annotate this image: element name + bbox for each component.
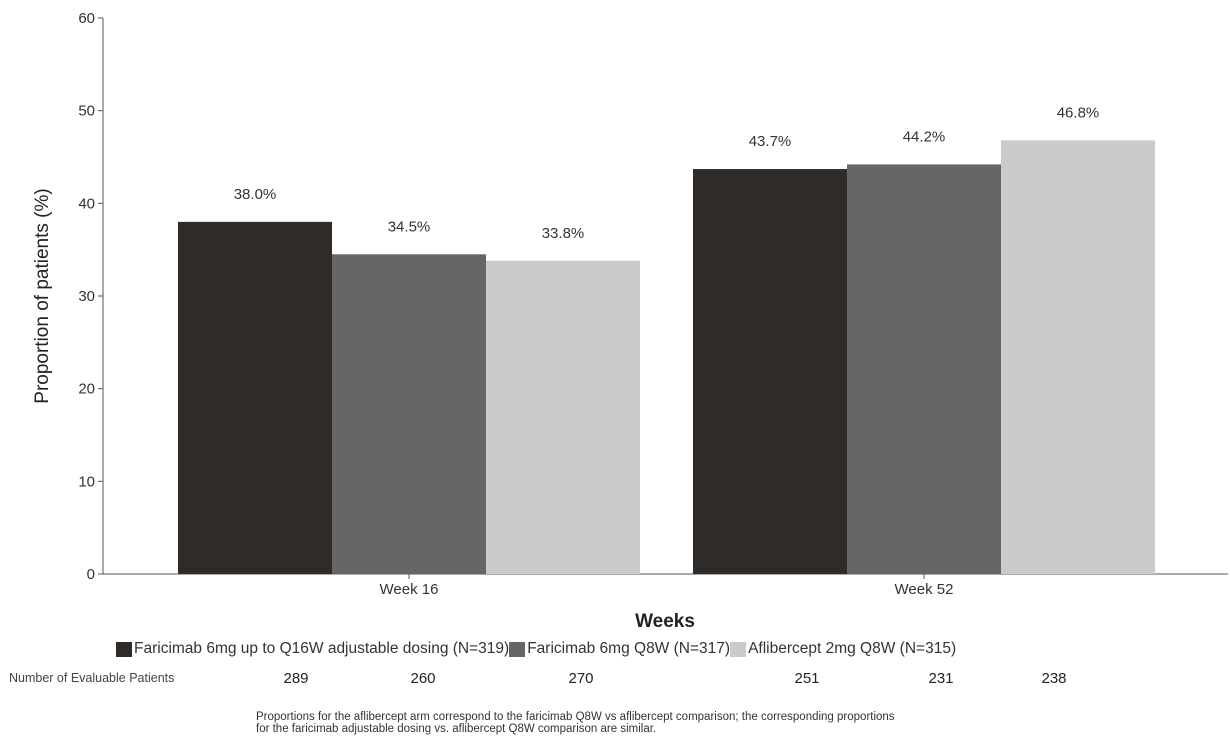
data-label: 44.2% <box>903 128 946 145</box>
data-label: 34.5% <box>388 218 431 235</box>
chart-legend: Faricimab 6mg up to Q16W adjustable dosi… <box>116 640 1230 658</box>
bar <box>1001 140 1155 574</box>
y-tick-label: 20 <box>78 381 95 398</box>
evaluable-patients-row: Number of Evaluable Patients 289 260 270… <box>0 670 1230 690</box>
chart-bars: 38.0% 34.5% 33.8% 43.7% 44.2% 46.8% <box>178 104 1155 575</box>
legend-swatch <box>730 641 747 657</box>
bar <box>178 221 332 574</box>
bar <box>332 254 486 575</box>
legend-item-aflibercept: Aflibercept 2mg Q8W (N=315) <box>730 640 956 658</box>
footnote: Proportions for the aflibercept arm corr… <box>256 711 1226 735</box>
footnote-line: for the faricimab adjustable dosing vs. … <box>256 723 657 735</box>
legend-label: Faricimab 6mg up to Q16W adjustable dosi… <box>134 640 510 657</box>
footnote-line: Proportions for the aflibercept arm corr… <box>256 711 895 723</box>
evaluable-count: 231 <box>928 670 954 687</box>
x-tick-label: Week 52 <box>895 581 954 598</box>
y-tick-label: 10 <box>78 473 95 490</box>
y-tick-label: 60 <box>78 10 95 27</box>
data-label: 33.8% <box>542 225 585 242</box>
x-axis-label: Weeks <box>635 611 695 632</box>
evaluable-count: 270 <box>568 670 594 687</box>
evaluable-count: 260 <box>410 670 436 687</box>
data-label: 38.0% <box>234 186 277 203</box>
bar-chart: 0 10 20 30 40 50 60 Week 16 Week 52 38.0% 34.5% 33… <box>32 10 1228 632</box>
legend-item-faricimab-q8w: Faricimab 6mg Q8W (N=317) <box>509 640 730 658</box>
data-label: 46.8% <box>1057 104 1100 121</box>
legend-swatch <box>116 641 132 657</box>
bar <box>847 164 1001 574</box>
legend-item-faricimab-adjustable: Faricimab 6mg up to Q16W adjustable dosi… <box>116 640 509 658</box>
y-tick-label: 40 <box>78 195 95 212</box>
y-axis-label: Proportion of patients (%) <box>32 188 53 403</box>
y-tick-label: 0 <box>87 566 95 583</box>
evaluable-patients-label: Number of Evaluable Patients <box>9 671 175 685</box>
evaluable-count: 289 <box>283 670 309 687</box>
x-tick-label: Week 16 <box>380 581 439 598</box>
evaluable-count: 251 <box>794 670 820 687</box>
bar <box>693 169 847 574</box>
evaluable-count: 238 <box>1041 670 1067 687</box>
data-label: 43.7% <box>749 133 792 150</box>
legend-label: Faricimab 6mg Q8W (N=317) <box>527 640 731 657</box>
legend-label: Aflibercept 2mg Q8W (N=315) <box>748 640 957 657</box>
y-tick-label: 50 <box>78 103 95 120</box>
bar <box>486 260 640 574</box>
legend-swatch <box>509 641 526 657</box>
y-tick-label: 30 <box>78 288 95 305</box>
